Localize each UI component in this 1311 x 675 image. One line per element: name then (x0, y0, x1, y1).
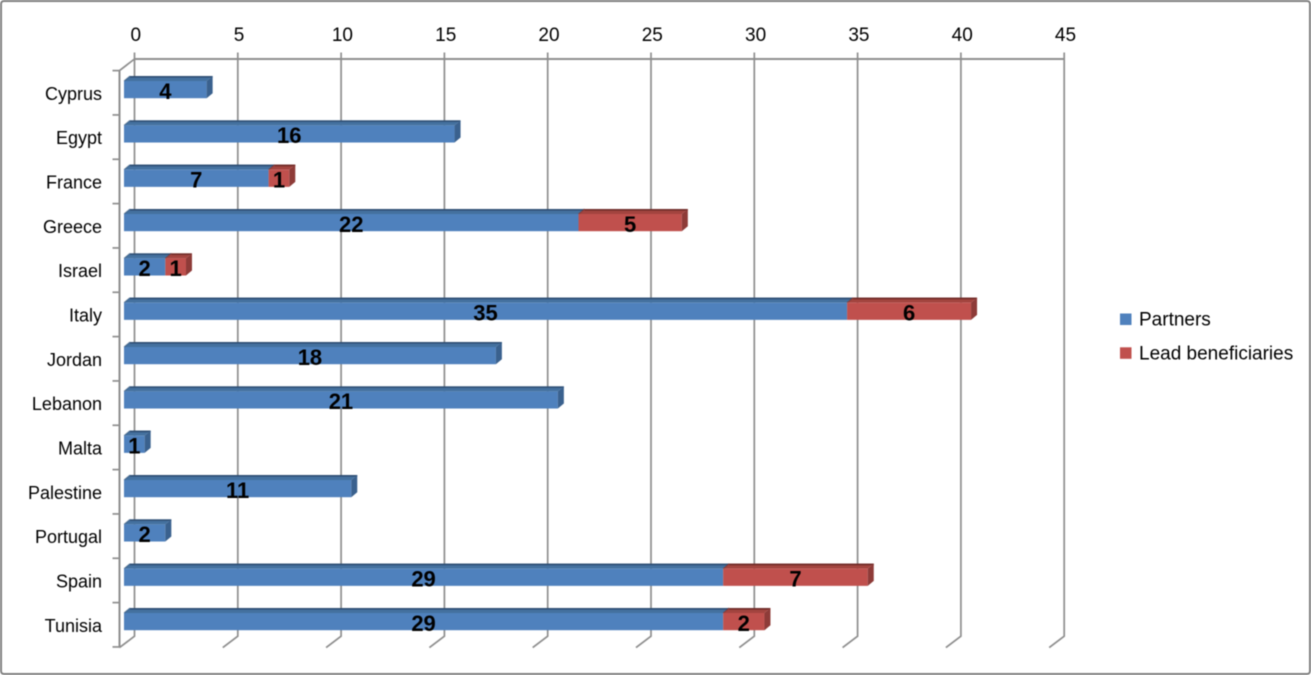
svg-text:Cyprus: Cyprus (45, 84, 102, 104)
svg-text:France: France (46, 172, 102, 192)
svg-text:1: 1 (273, 167, 285, 192)
svg-text:5: 5 (624, 212, 636, 237)
svg-text:29: 29 (411, 566, 435, 591)
svg-text:Egypt: Egypt (56, 128, 102, 148)
svg-text:22: 22 (339, 212, 363, 237)
svg-text:35: 35 (473, 300, 497, 325)
svg-text:16: 16 (277, 123, 301, 148)
svg-text:Spain: Spain (56, 571, 102, 591)
svg-text:10: 10 (332, 25, 353, 46)
svg-text:30: 30 (745, 25, 766, 46)
svg-text:2: 2 (139, 522, 151, 547)
svg-text:Greece: Greece (43, 217, 102, 237)
svg-text:25: 25 (642, 25, 663, 46)
svg-text:18: 18 (298, 345, 322, 370)
svg-text:4: 4 (159, 79, 172, 104)
svg-text:21: 21 (329, 389, 353, 414)
svg-text:Israel: Israel (58, 261, 102, 281)
svg-text:Jordan: Jordan (47, 350, 102, 370)
svg-text:7: 7 (190, 167, 202, 192)
svg-text:Italy: Italy (69, 305, 102, 325)
svg-text:20: 20 (538, 25, 559, 46)
svg-text:1: 1 (128, 433, 140, 458)
svg-text:45: 45 (1055, 25, 1076, 46)
svg-text:1: 1 (170, 256, 182, 281)
svg-text:15: 15 (435, 25, 456, 46)
svg-text:Palestine: Palestine (28, 483, 102, 503)
svg-text:6: 6 (903, 300, 915, 325)
svg-text:Portugal: Portugal (35, 527, 102, 547)
svg-text:Tunisia: Tunisia (45, 616, 103, 636)
svg-text:Lead beneficiaries: Lead beneficiaries (1139, 344, 1293, 365)
svg-text:0: 0 (131, 25, 142, 46)
svg-text:7: 7 (789, 566, 801, 591)
svg-text:29: 29 (411, 611, 435, 636)
svg-text:5: 5 (234, 25, 245, 46)
svg-text:Partners: Partners (1139, 310, 1211, 331)
svg-text:35: 35 (848, 25, 869, 46)
svg-text:2: 2 (139, 256, 151, 281)
svg-text:2: 2 (738, 611, 750, 636)
svg-text:Malta: Malta (58, 438, 103, 458)
svg-text:40: 40 (952, 25, 973, 46)
svg-text:11: 11 (226, 478, 249, 503)
svg-text:Lebanon: Lebanon (32, 394, 102, 414)
